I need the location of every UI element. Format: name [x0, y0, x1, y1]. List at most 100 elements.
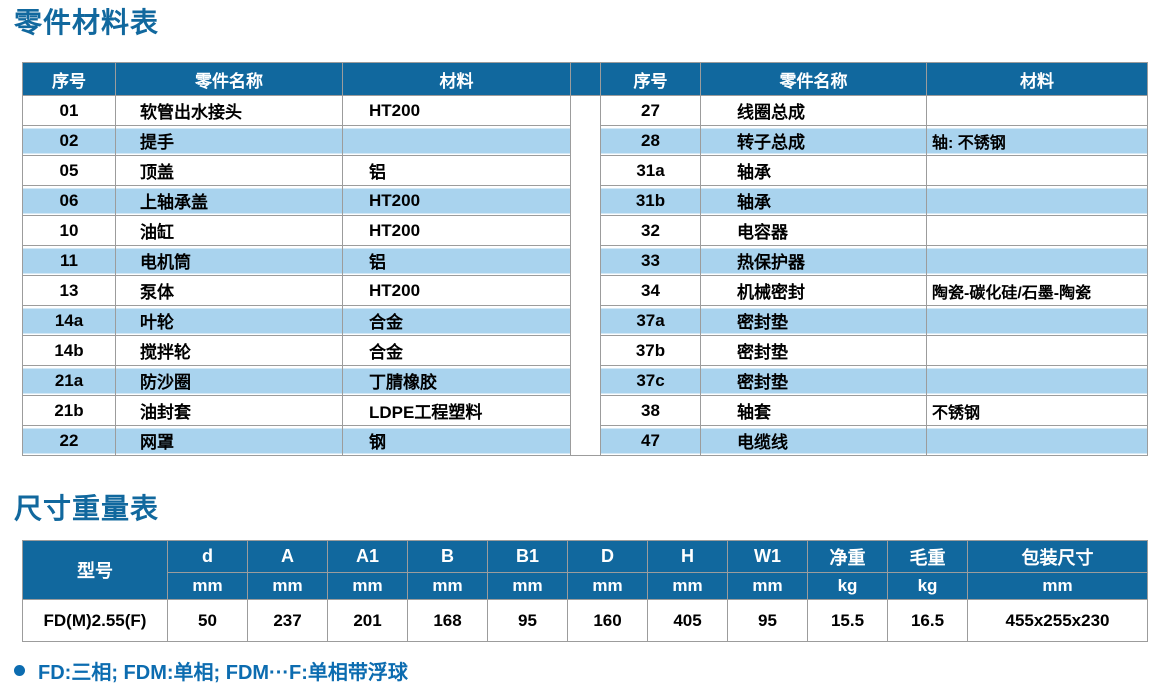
- part-no: 13: [22, 275, 116, 306]
- dimension-value: 15.5: [807, 599, 888, 642]
- part-material: [926, 335, 1148, 366]
- part-no: 33: [600, 245, 701, 276]
- parts-table-row: 01 软管出水接头 HT200 27 线圈总成: [22, 95, 1148, 456]
- part-name: 提手: [115, 125, 343, 156]
- dimension-value: 160: [567, 599, 648, 642]
- part-name: 油封套: [115, 395, 343, 426]
- part-name: 油缸: [115, 215, 343, 246]
- header-dim-label: H: [647, 540, 728, 573]
- part-no: 11: [22, 245, 116, 276]
- footnote: FD:三相; FDM:单相; FDM···F:单相带浮球: [14, 656, 1169, 685]
- part-material: [926, 425, 1148, 456]
- part-no: 06: [22, 185, 116, 216]
- part-material: [926, 155, 1148, 186]
- parts-table-row: 11 电机筒铝 33 热保护器: [22, 245, 1148, 276]
- part-material: HT200: [342, 95, 571, 126]
- part-material: 钢: [342, 425, 571, 456]
- dimension-value: 95: [727, 599, 808, 642]
- dimension-value: 455x255x230: [967, 599, 1148, 642]
- parts-table-body: 01 软管出水接头 HT200 27 线圈总成 02 提手 28 转子总成 轴: 不锈钢 05 顶盖铝…: [22, 95, 1148, 456]
- header-dim-label: 包装尺寸: [967, 540, 1148, 573]
- part-no: 37c: [600, 365, 701, 396]
- header-dim-unit: mm: [967, 572, 1148, 600]
- part-material: 铝: [342, 245, 571, 276]
- part-no: 22: [22, 425, 116, 456]
- dimension-table-head: 型号 d A A1 B B1 D H W1 净重 毛重 包装尺寸 mm mm mm mm mm mm mm mm kg…: [22, 540, 1148, 600]
- parts-table-row: 21a 防沙圈 丁腈橡胶 37c 密封垫: [22, 365, 1148, 396]
- part-name: 转子总成: [700, 125, 927, 156]
- header-dim-unit: kg: [807, 572, 888, 600]
- parts-table-title: 零件材料表: [14, 7, 160, 38]
- model-value: FD(M)2.55(F): [22, 599, 168, 642]
- part-no: 02: [22, 125, 116, 156]
- part-name: 密封垫: [700, 335, 927, 366]
- part-no: 21a: [22, 365, 116, 396]
- header-material-left: 材料: [342, 62, 571, 96]
- part-no: 21b: [22, 395, 116, 426]
- parts-table-row: 22 网罩钢 47 电缆线: [22, 425, 1148, 456]
- part-no: 32: [600, 215, 701, 246]
- header-dim-unit: mm: [727, 572, 808, 600]
- part-name: 叶轮: [115, 305, 343, 336]
- dimension-weight-table: 型号 d A A1 B B1 D H W1 净重 毛重 包装尺寸 mm mm mm mm mm mm mm mm kg…: [22, 540, 1148, 642]
- part-no: 14a: [22, 305, 116, 336]
- part-name: 搅拌轮: [115, 335, 343, 366]
- dimension-table-title: 尺寸重量表: [14, 493, 160, 524]
- header-dim-label: D: [567, 540, 648, 573]
- part-material: 合金: [342, 305, 571, 336]
- part-no: 38: [600, 395, 701, 426]
- parts-table-row: 06 上轴承盖 HT200 31b 轴承: [22, 185, 1148, 216]
- part-no: 34: [600, 275, 701, 306]
- part-material: [342, 125, 571, 156]
- part-name: 机械密封: [700, 275, 927, 306]
- part-material: [926, 95, 1148, 126]
- part-name: 热保护器: [700, 245, 927, 276]
- header-dim-label: 毛重: [887, 540, 968, 573]
- part-name: 防沙圈: [115, 365, 343, 396]
- header-dim-label: A: [247, 540, 328, 573]
- part-material: 陶瓷-碳化硅/石墨-陶瓷: [926, 275, 1148, 306]
- part-name: 线圈总成: [700, 95, 927, 126]
- header-dim-unit: mm: [167, 572, 248, 600]
- part-material: LDPE工程塑料: [342, 395, 571, 426]
- header-dim-unit: mm: [567, 572, 648, 600]
- header-dim-unit: mm: [647, 572, 728, 600]
- dimension-value: 201: [327, 599, 408, 642]
- header-dim-label: B: [407, 540, 488, 573]
- part-name: 上轴承盖: [115, 185, 343, 216]
- parts-table-row: 02 提手 28 转子总成 轴: 不锈钢: [22, 125, 1148, 156]
- header-no-left: 序号: [22, 62, 116, 96]
- parts-table-row: 21b 油封套 LDPE工程塑料 38 轴套 不锈钢: [22, 395, 1148, 426]
- part-material: [926, 215, 1148, 246]
- part-name: 电机筒: [115, 245, 343, 276]
- header-dim-label: A1: [327, 540, 408, 573]
- part-name: 软管出水接头: [115, 95, 343, 126]
- part-name: 密封垫: [700, 305, 927, 336]
- part-material: HT200: [342, 185, 571, 216]
- part-no: 05: [22, 155, 116, 186]
- table-gap-spacer: [570, 95, 601, 456]
- part-material: HT200: [342, 275, 571, 306]
- bullet-icon: [14, 665, 25, 676]
- dimension-value: 50: [167, 599, 248, 642]
- part-material: 轴: 不锈钢: [926, 125, 1148, 156]
- header-dim-unit: mm: [407, 572, 488, 600]
- part-no: 14b: [22, 335, 116, 366]
- dimension-value: 16.5: [887, 599, 968, 642]
- dimension-value: 168: [407, 599, 488, 642]
- part-material: 合金: [342, 335, 571, 366]
- part-no: 37b: [600, 335, 701, 366]
- part-no: 01: [22, 95, 116, 126]
- header-name-right: 零件名称: [700, 62, 927, 96]
- part-name: 轴套: [700, 395, 927, 426]
- part-name: 网罩: [115, 425, 343, 456]
- part-name: 电缆线: [700, 425, 927, 456]
- part-no: 47: [600, 425, 701, 456]
- header-name-left: 零件名称: [115, 62, 343, 96]
- parts-table-header-row: 序号 零件名称 材料 序号 零件名称 材料: [22, 62, 1148, 96]
- part-name: 密封垫: [700, 365, 927, 396]
- part-name: 泵体: [115, 275, 343, 306]
- part-name: 顶盖: [115, 155, 343, 186]
- header-dim-label: d: [167, 540, 248, 573]
- part-material: 丁腈橡胶: [342, 365, 571, 396]
